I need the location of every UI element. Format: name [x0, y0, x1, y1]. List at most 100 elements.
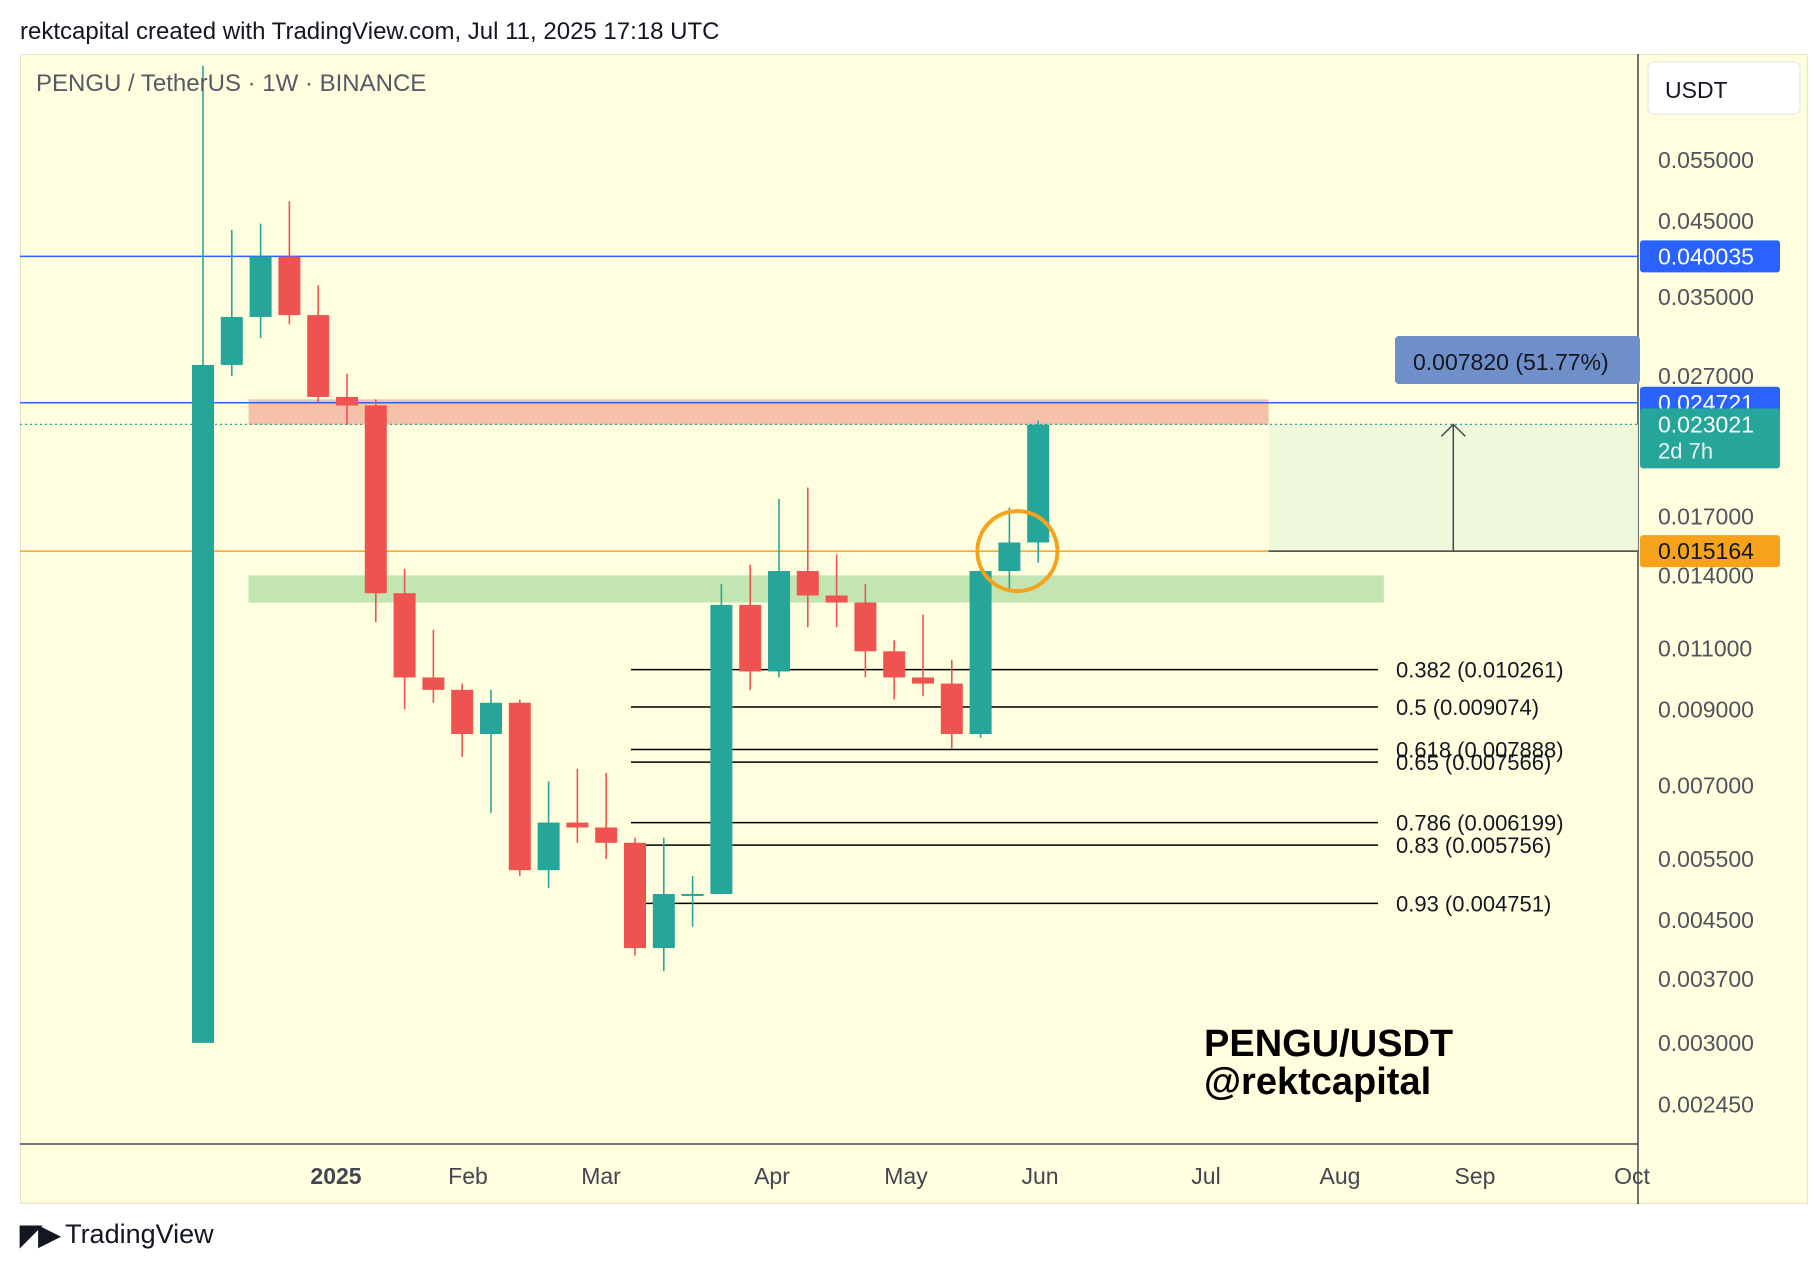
x-axis-layer: 2025 Feb Mar Apr May Jun Jul Aug Sep Oct [310, 1163, 1650, 1189]
resistance-zone [248, 399, 1269, 425]
candle-28 [998, 507, 1021, 591]
fib-label-5: 0.83 (0.005756) [1396, 833, 1551, 858]
candle-body [595, 827, 618, 843]
y-tick-label-1: 0.045000 [1658, 208, 1754, 234]
candle-body [624, 842, 646, 949]
candle-6 [364, 399, 387, 623]
candle-14 [595, 772, 618, 859]
candle-17 [681, 875, 704, 927]
candle-body [796, 571, 819, 596]
candle-body [336, 396, 358, 406]
x-tick-label-9: Oct [1614, 1163, 1650, 1189]
candle-7 [393, 568, 416, 710]
time-axis-background [20, 1144, 1638, 1204]
current-price-tag-bg [1640, 408, 1780, 469]
candle-5 [336, 373, 358, 425]
candle-body [854, 602, 877, 652]
fibonacci-layer: 0.382 (0.010261) 0.5 (0.009074) 0.618 (0.0… [631, 658, 1564, 916]
fib-label-0: 0.382 (0.010261) [1396, 658, 1564, 683]
candle-body [422, 677, 445, 690]
candle-body [249, 256, 272, 317]
chart-svg[interactable]: 0.382 (0.010261) 0.5 (0.009074) 0.618 (0.0… [20, 54, 1808, 1204]
candle-body [451, 689, 474, 735]
candle-body [220, 316, 243, 365]
candle-body [508, 702, 531, 871]
price-tag-label-2: 0.015164 [1658, 538, 1754, 564]
y-tick-label-6: 0.011000 [1658, 636, 1752, 662]
x-tick-label-7: Aug [1320, 1163, 1361, 1189]
candles-layer [192, 65, 1050, 1043]
currency-label: USDT [1665, 77, 1728, 103]
footer-brand[interactable]: ◤▶ TradingView [20, 1218, 214, 1251]
x-tick-label-1: Feb [448, 1163, 488, 1189]
candle-15 [624, 837, 646, 956]
y-tick-label-8: 0.007000 [1658, 773, 1754, 799]
price-chart[interactable]: 0.382 (0.010261) 0.5 (0.009074) 0.618 (0.0… [20, 54, 1808, 1204]
countdown-label: 2d 7h [1658, 438, 1713, 463]
attribution-header: rektcapital created with TradingView.com… [20, 18, 720, 45]
candle-22 [825, 554, 848, 628]
y-tick-label-0: 0.055000 [1658, 147, 1754, 173]
candle-27 [969, 562, 992, 738]
annotation-line-2: @rektcapital [1204, 1061, 1431, 1103]
chart-border [20, 54, 1808, 1204]
candle-25 [912, 614, 934, 697]
candle-body [969, 571, 992, 735]
price-tag-bg-2 [1640, 535, 1780, 568]
highlight-circle [975, 509, 1060, 594]
currency-button[interactable] [1647, 61, 1801, 115]
candle-19 [739, 564, 762, 690]
tradingview-logo-icon: ◤▶ [20, 1219, 60, 1250]
annotation-line-1: PENGU/USDT [1204, 1023, 1453, 1065]
footer-brand-label: TradingView [65, 1219, 214, 1249]
candle-body [393, 593, 416, 678]
candle-20 [768, 499, 790, 678]
y-tick-label-2: 0.035000 [1658, 284, 1754, 310]
candle-body [768, 571, 790, 672]
y-tick-label-11: 0.003700 [1658, 966, 1754, 992]
price-tag-label-0: 0.040035 [1658, 243, 1754, 269]
candle-23 [854, 584, 877, 678]
candle-24 [883, 640, 906, 700]
candle-body [480, 702, 502, 735]
measure-arrow-head [1440, 423, 1466, 437]
candle-2 [249, 223, 272, 339]
candle-body [364, 405, 387, 594]
candle-10 [480, 689, 502, 813]
candle-13 [566, 768, 589, 843]
candle-body [998, 542, 1021, 572]
candle-1 [220, 229, 243, 376]
y-tick-label-3: 0.027000 [1658, 363, 1754, 389]
y-tick-label-7: 0.009000 [1658, 696, 1754, 722]
y-tick-label-13: 0.002450 [1658, 1091, 1754, 1117]
y-tick-label-4: 0.017000 [1658, 503, 1754, 529]
price-tag-bg-0 [1640, 240, 1780, 273]
candle-21 [796, 487, 819, 628]
candle-body [710, 604, 733, 894]
candle-body [825, 595, 848, 603]
fib-label-4: 0.786 (0.006199) [1396, 811, 1564, 836]
candle-body [681, 893, 704, 896]
current-price-tag-label: 0.023021 [1658, 411, 1754, 437]
measure-label: 0.007820 (51.77%) [1413, 349, 1609, 375]
measure-layer: 0.007820 (51.77%) [975, 336, 1640, 594]
candle-12 [537, 781, 560, 888]
candle-9 [451, 683, 474, 757]
candle-body [883, 651, 906, 678]
symbol-label: PENGU / TetherUS · 1W · BINANCE [36, 70, 426, 97]
candle-body [192, 364, 214, 1043]
candle-body [739, 604, 762, 672]
candle-16 [652, 837, 675, 972]
candle-18 [710, 584, 733, 894]
candle-4 [307, 285, 330, 402]
x-tick-label-6: Jul [1191, 1163, 1220, 1189]
candle-body [940, 683, 963, 735]
candle-body [912, 677, 934, 684]
candle-body [278, 256, 301, 316]
x-tick-label-2: Mar [581, 1163, 621, 1189]
candle-body [566, 822, 589, 828]
y-axis-layer: 0.055000 0.045000 0.035000 0.027000 0.017000… [1640, 147, 1780, 1117]
fib-label-6: 0.93 (0.004751) [1396, 891, 1551, 916]
y-tick-label-10: 0.004500 [1658, 907, 1754, 933]
x-tick-label-4: May [884, 1163, 928, 1189]
